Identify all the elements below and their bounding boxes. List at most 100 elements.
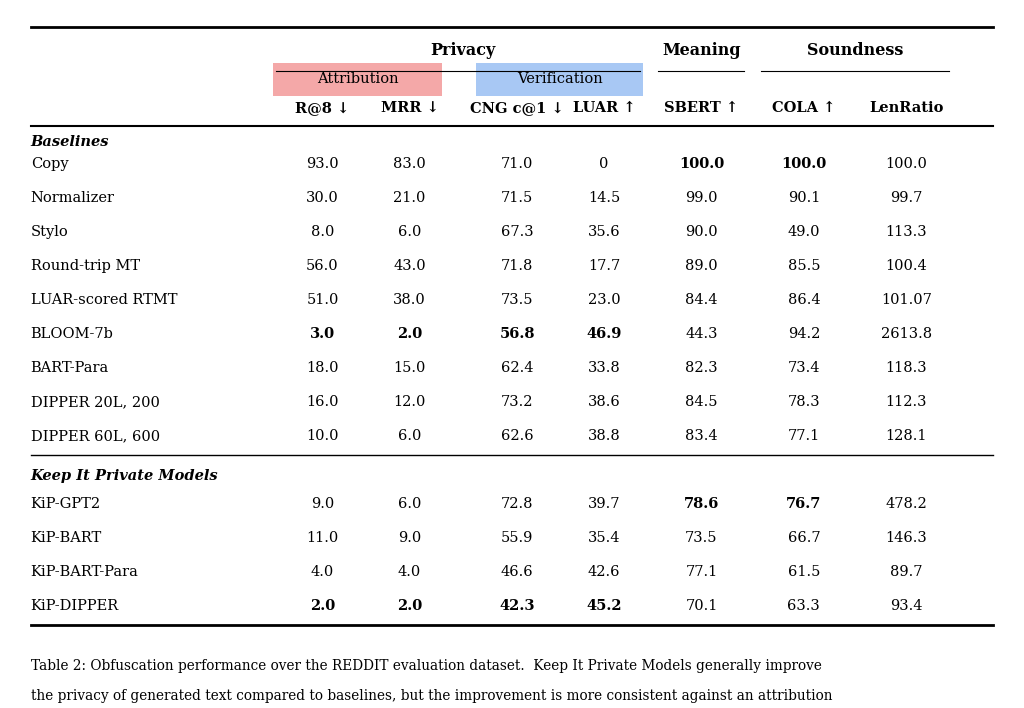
Text: 93.0: 93.0	[306, 157, 339, 171]
Text: 14.5: 14.5	[588, 191, 621, 205]
Text: 78.3: 78.3	[787, 395, 820, 409]
Text: 71.5: 71.5	[501, 191, 534, 205]
Text: 9.0: 9.0	[398, 532, 421, 545]
Text: BART-Para: BART-Para	[31, 361, 109, 375]
Text: 84.4: 84.4	[685, 293, 718, 307]
FancyBboxPatch shape	[273, 63, 442, 96]
Text: 100.4: 100.4	[886, 259, 927, 273]
Text: 6.0: 6.0	[398, 498, 421, 511]
Text: CNG c@1 ↓: CNG c@1 ↓	[470, 101, 564, 115]
Text: 77.1: 77.1	[787, 429, 820, 443]
Text: 56.0: 56.0	[306, 259, 339, 273]
Text: 86.4: 86.4	[787, 293, 820, 307]
Text: 90.1: 90.1	[787, 191, 820, 205]
Text: BLOOM-7b: BLOOM-7b	[31, 327, 114, 341]
Text: 3.0: 3.0	[310, 327, 335, 341]
Text: 66.7: 66.7	[787, 532, 820, 545]
Text: 73.5: 73.5	[501, 293, 534, 307]
Text: R@8 ↓: R@8 ↓	[296, 101, 349, 115]
Text: 73.2: 73.2	[501, 395, 534, 409]
Text: 72.8: 72.8	[501, 498, 534, 511]
Text: 83.4: 83.4	[685, 429, 718, 443]
Text: 4.0: 4.0	[311, 566, 334, 579]
Text: KiP-GPT2: KiP-GPT2	[31, 498, 100, 511]
Text: 46.6: 46.6	[501, 566, 534, 579]
Text: Stylo: Stylo	[31, 225, 69, 239]
Text: 85.5: 85.5	[787, 259, 820, 273]
Text: LUAR-scored RTMT: LUAR-scored RTMT	[31, 293, 177, 307]
Text: 51.0: 51.0	[306, 293, 339, 307]
Text: 38.8: 38.8	[588, 429, 621, 443]
Text: 62.4: 62.4	[501, 361, 534, 375]
Text: 45.2: 45.2	[587, 600, 622, 613]
Text: the privacy of generated text compared to baselines, but the improvement is more: the privacy of generated text compared t…	[31, 689, 833, 703]
Text: 112.3: 112.3	[886, 395, 927, 409]
Text: 16.0: 16.0	[306, 395, 339, 409]
Text: 56.8: 56.8	[500, 327, 535, 341]
FancyBboxPatch shape	[476, 63, 643, 96]
Text: 89.0: 89.0	[685, 259, 718, 273]
Text: 89.7: 89.7	[890, 566, 923, 579]
Text: 10.0: 10.0	[306, 429, 339, 443]
Text: 35.6: 35.6	[588, 225, 621, 239]
Text: 42.6: 42.6	[588, 566, 621, 579]
Text: 49.0: 49.0	[787, 225, 820, 239]
Text: Attribution: Attribution	[317, 72, 398, 86]
Text: 15.0: 15.0	[393, 361, 426, 375]
Text: MRR ↓: MRR ↓	[381, 101, 438, 115]
Text: 39.7: 39.7	[588, 498, 621, 511]
Text: 71.8: 71.8	[501, 259, 534, 273]
Text: Soundness: Soundness	[807, 42, 903, 59]
Text: 0: 0	[599, 157, 609, 171]
Text: DIPPER 20L, 200: DIPPER 20L, 200	[31, 395, 160, 409]
Text: 128.1: 128.1	[886, 429, 927, 443]
Text: 71.0: 71.0	[501, 157, 534, 171]
Text: 93.4: 93.4	[890, 600, 923, 613]
Text: 94.2: 94.2	[787, 327, 820, 341]
Text: LenRatio: LenRatio	[869, 101, 943, 115]
Text: Round-trip MT: Round-trip MT	[31, 259, 140, 273]
Text: 6.0: 6.0	[398, 225, 421, 239]
Text: 67.3: 67.3	[501, 225, 534, 239]
Text: Meaning: Meaning	[663, 42, 740, 59]
Text: 55.9: 55.9	[501, 532, 534, 545]
Text: DIPPER 60L, 600: DIPPER 60L, 600	[31, 429, 160, 443]
Text: 478.2: 478.2	[886, 498, 927, 511]
Text: 43.0: 43.0	[393, 259, 426, 273]
Text: Baselines: Baselines	[31, 135, 110, 149]
Text: COLA ↑: COLA ↑	[772, 101, 836, 115]
Text: 146.3: 146.3	[886, 532, 927, 545]
Text: 4.0: 4.0	[398, 566, 421, 579]
Text: 11.0: 11.0	[306, 532, 339, 545]
Text: 63.3: 63.3	[787, 600, 820, 613]
Text: 90.0: 90.0	[685, 225, 718, 239]
Text: 33.8: 33.8	[588, 361, 621, 375]
Text: Privacy: Privacy	[431, 42, 496, 59]
Text: LUAR ↑: LUAR ↑	[572, 101, 636, 115]
Text: 12.0: 12.0	[393, 395, 426, 409]
Text: 101.07: 101.07	[881, 293, 932, 307]
Text: Normalizer: Normalizer	[31, 191, 115, 205]
Text: 113.3: 113.3	[886, 225, 927, 239]
Text: 61.5: 61.5	[787, 566, 820, 579]
Text: 42.3: 42.3	[500, 600, 535, 613]
Text: 18.0: 18.0	[306, 361, 339, 375]
Text: 44.3: 44.3	[685, 327, 718, 341]
Text: 38.0: 38.0	[393, 293, 426, 307]
Text: 9.0: 9.0	[311, 498, 334, 511]
Text: 84.5: 84.5	[685, 395, 718, 409]
Text: 35.4: 35.4	[588, 532, 621, 545]
Text: 23.0: 23.0	[588, 293, 621, 307]
Text: 76.7: 76.7	[786, 498, 821, 511]
Text: 38.6: 38.6	[588, 395, 621, 409]
Text: 118.3: 118.3	[886, 361, 927, 375]
Text: 77.1: 77.1	[685, 566, 718, 579]
Text: 73.5: 73.5	[685, 532, 718, 545]
Text: Verification: Verification	[517, 72, 602, 86]
Text: 99.0: 99.0	[685, 191, 718, 205]
Text: 62.6: 62.6	[501, 429, 534, 443]
Text: 2.0: 2.0	[397, 327, 422, 341]
Text: 2613.8: 2613.8	[881, 327, 932, 341]
Text: KiP-DIPPER: KiP-DIPPER	[31, 600, 119, 613]
Text: 100.0: 100.0	[886, 157, 927, 171]
